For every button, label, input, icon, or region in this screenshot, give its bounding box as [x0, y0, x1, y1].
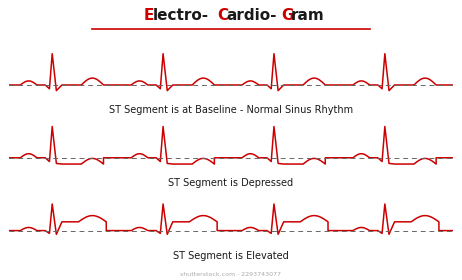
Text: ST Segment is Depressed: ST Segment is Depressed [169, 178, 293, 188]
Text: shutterstock.com · 2293743077: shutterstock.com · 2293743077 [181, 272, 281, 277]
Text: ram: ram [291, 8, 324, 23]
Text: ardio-: ardio- [226, 8, 277, 23]
Text: C: C [217, 8, 228, 23]
Text: E: E [144, 8, 154, 23]
Text: G: G [281, 8, 294, 23]
Text: Electro-Cardio-Gram: Electro-Cardio-Gram [144, 13, 318, 28]
Text: ST Segment is Elevated: ST Segment is Elevated [173, 251, 289, 261]
Text: ST Segment is at Baseline - Normal Sinus Rhythm: ST Segment is at Baseline - Normal Sinus… [109, 105, 353, 115]
Text: lectro-: lectro- [153, 8, 209, 23]
